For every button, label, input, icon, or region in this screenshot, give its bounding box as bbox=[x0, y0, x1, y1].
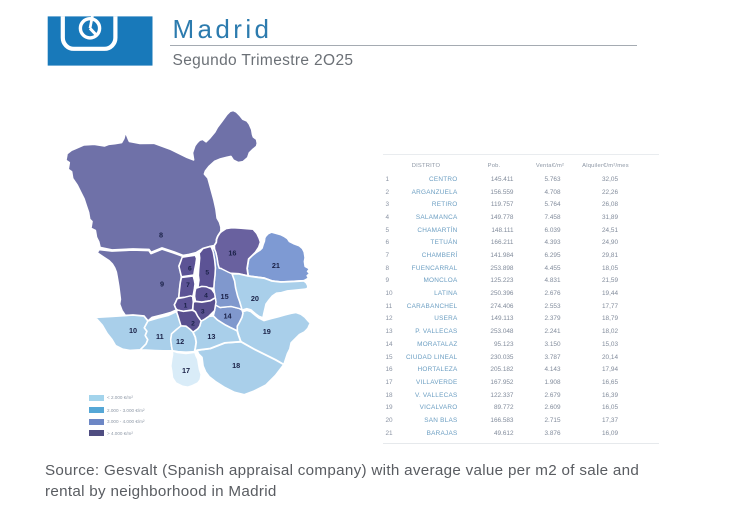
svg-text:21: 21 bbox=[272, 261, 280, 270]
svg-text:18: 18 bbox=[232, 361, 240, 370]
svg-text:17: 17 bbox=[182, 366, 190, 375]
svg-text:11: 11 bbox=[156, 332, 164, 341]
svg-text:5: 5 bbox=[205, 269, 209, 276]
svg-text:4: 4 bbox=[204, 292, 208, 299]
svg-text:7: 7 bbox=[186, 282, 190, 289]
svg-text:3: 3 bbox=[201, 308, 205, 315]
svg-text:10: 10 bbox=[129, 326, 137, 335]
svg-text:2: 2 bbox=[191, 320, 195, 327]
svg-text:9: 9 bbox=[160, 280, 164, 289]
svg-text:1: 1 bbox=[184, 303, 188, 310]
svg-text:8: 8 bbox=[159, 231, 163, 240]
svg-text:13: 13 bbox=[207, 332, 215, 341]
svg-text:15: 15 bbox=[221, 292, 229, 301]
svg-text:16: 16 bbox=[228, 249, 236, 258]
svg-text:12: 12 bbox=[176, 337, 184, 346]
svg-text:14: 14 bbox=[223, 311, 232, 320]
svg-text:6: 6 bbox=[188, 265, 192, 272]
svg-text:20: 20 bbox=[251, 294, 259, 303]
svg-text:19: 19 bbox=[263, 327, 271, 336]
